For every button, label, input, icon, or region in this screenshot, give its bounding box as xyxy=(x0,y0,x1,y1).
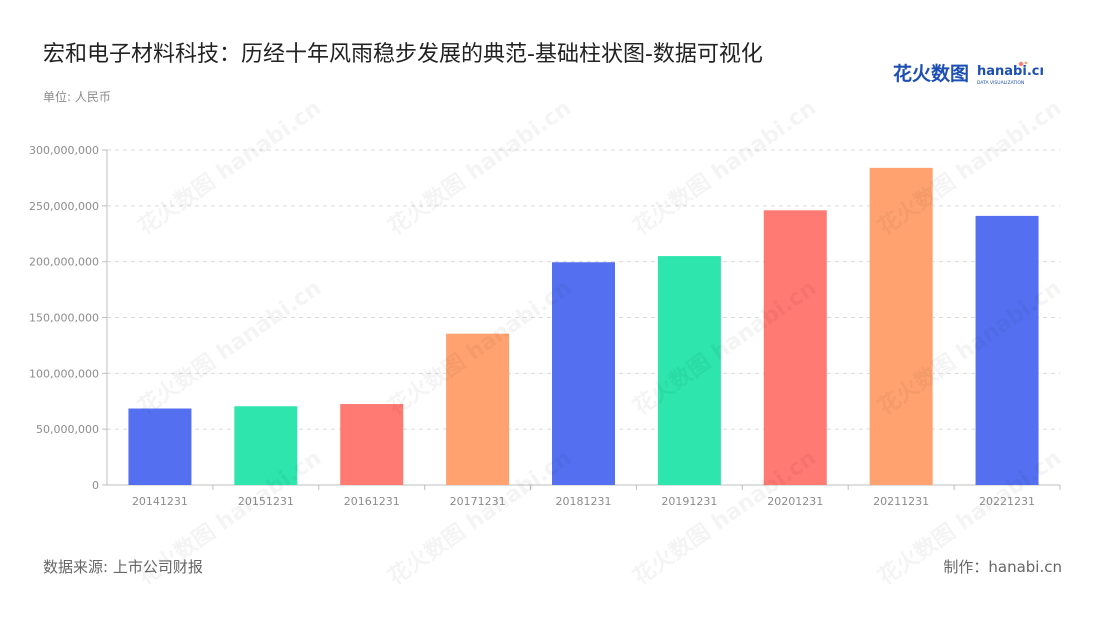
brand-logo-sub: DATA VISUALIZATION xyxy=(977,80,1024,86)
brand-logo-graphic: 花火数图 hanabi.cn DATA VISUALIZATION xyxy=(893,61,1049,86)
bar[interactable] xyxy=(234,406,298,485)
x-tick-label: 20161231 xyxy=(344,495,400,508)
y-tick-label: 300,000,000 xyxy=(29,144,99,157)
x-tick-label: 20141231 xyxy=(132,495,188,508)
x-tick-label: 20171231 xyxy=(450,495,506,508)
x-tick-label: 20191231 xyxy=(661,495,717,508)
brand-logo-spark-icon xyxy=(1018,61,1024,67)
credit[interactable]: 制作：hanabi.cn xyxy=(943,556,1062,577)
bar[interactable] xyxy=(446,333,510,485)
tick-labels: 0 50,000,000 100,000,000 150,000,000 200,000… xyxy=(29,144,1035,508)
x-tick-label: 20211231 xyxy=(873,495,929,508)
credit-text: 制作：hanabi.cn xyxy=(943,558,1062,576)
y-tick-label: 0 xyxy=(92,479,99,492)
y-tick-label: 150,000,000 xyxy=(29,312,99,325)
brand-logo-en: hanabi.cn xyxy=(977,64,1043,79)
y-tick-label: 100,000,000 xyxy=(29,367,99,380)
data-source-text: 数据来源: 上市公司财报 xyxy=(43,558,203,576)
brand-logo-cn: 花火数图 xyxy=(893,62,969,85)
x-tick-label: 20221231 xyxy=(979,495,1035,508)
y-tick-label: 250,000,000 xyxy=(29,200,99,213)
data-source: 数据来源: 上市公司财报 xyxy=(43,556,203,577)
bar[interactable] xyxy=(552,262,615,485)
x-tick-label: 20201231 xyxy=(767,495,823,508)
brand-logo[interactable]: 花火数图 hanabi.cn DATA VISUALIZATION xyxy=(893,60,1049,88)
bar[interactable] xyxy=(128,408,192,485)
chart-title: 宏和电子材料科技：历经十年风雨稳步发展的典范-基础柱状图-数据可视化 xyxy=(43,42,763,67)
bar[interactable] xyxy=(763,210,827,486)
unit-label: 单位: 人民币 xyxy=(43,90,111,104)
y-tick-label: 200,000,000 xyxy=(29,256,99,269)
brand-logo-spark-icon xyxy=(1024,61,1028,65)
x-tick-label: 20181231 xyxy=(556,495,612,508)
bar[interactable] xyxy=(657,256,721,485)
bar[interactable] xyxy=(340,404,404,485)
bars xyxy=(128,167,1039,486)
y-tick-label: 50,000,000 xyxy=(36,423,99,436)
bar[interactable] xyxy=(869,167,933,485)
x-tick-label: 20151231 xyxy=(238,495,294,508)
bar[interactable] xyxy=(975,215,1039,485)
